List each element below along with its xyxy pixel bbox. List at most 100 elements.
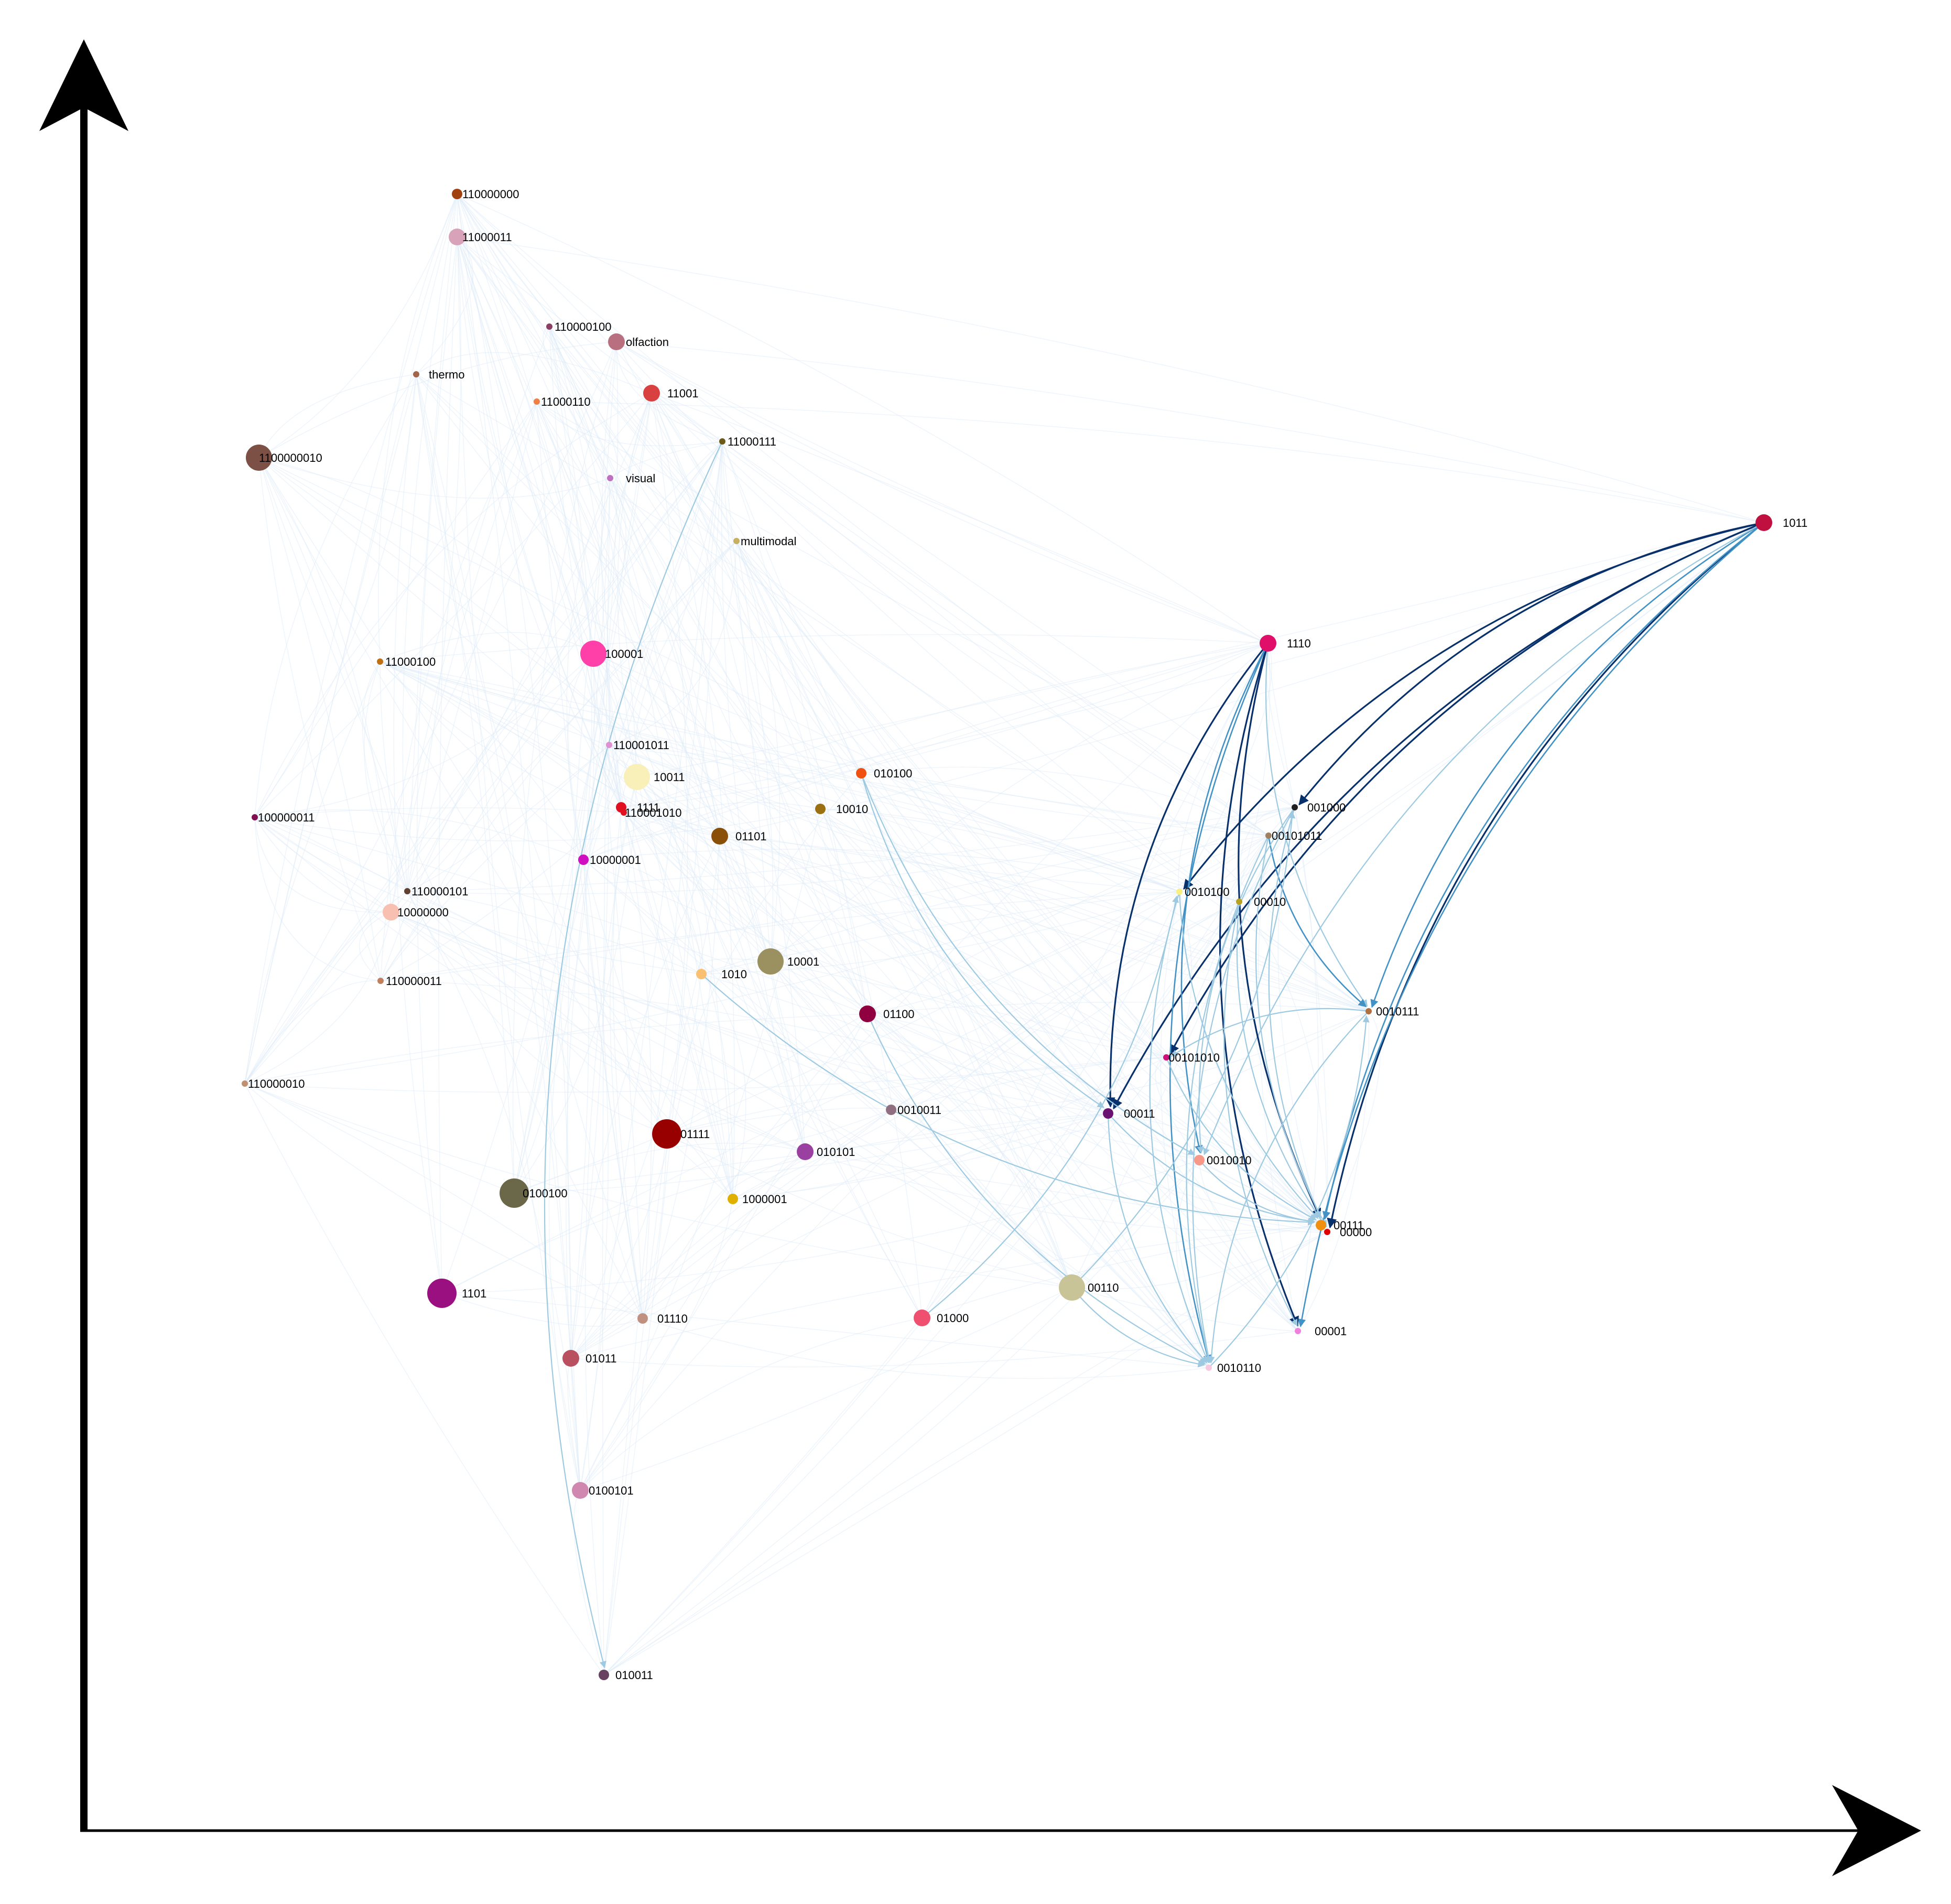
node-0010111[interactable] [1365,1008,1372,1014]
background-edge [549,326,1328,1232]
background-edge [1327,1011,1381,1232]
background-edge [378,193,458,662]
node-label-01011: 01011 [586,1352,617,1365]
background-edge [616,341,1269,836]
node-010100[interactable] [856,768,866,778]
background-edge [570,1330,1298,1368]
background-edge [407,891,733,1199]
node-10000001[interactable] [578,854,589,865]
background-edge [380,441,723,981]
background-edge [380,632,594,662]
node-0010011[interactable] [886,1105,896,1115]
node-110000010[interactable] [242,1080,248,1087]
node-01111[interactable] [652,1119,681,1149]
node-label-10010: 10010 [836,803,868,816]
node-110000011[interactable] [377,978,384,984]
node-label-00111: 00111 [1334,1219,1364,1232]
background-edge [642,1013,868,1319]
node-1101[interactable] [427,1279,457,1308]
node-olfaction[interactable] [608,333,625,350]
background-edge [549,326,637,777]
node-label-0100100: 0100100 [523,1187,568,1200]
node-01101[interactable] [711,828,728,845]
background-edge [536,401,806,1152]
node-01011[interactable] [562,1350,579,1367]
edges [544,441,1764,1669]
background-edge [391,912,1072,1288]
node-11000111[interactable] [719,438,725,445]
node-1000001[interactable] [728,1194,738,1204]
node-label-010011: 010011 [615,1669,653,1682]
background-edge [861,773,1321,1226]
node-01000[interactable] [914,1310,930,1326]
node-0100100[interactable] [500,1178,529,1208]
background-edge [736,540,1072,1288]
node-10001[interactable] [757,948,784,975]
node-01100[interactable] [859,1005,876,1022]
node-00010[interactable] [1236,899,1242,905]
background-edge [416,374,821,809]
background-edge [583,802,821,860]
node-labels: 110000000 11000011 110000100 olfaction therm… [248,188,1807,1682]
node-0010010[interactable] [1194,1155,1205,1165]
node-11000100[interactable] [377,658,383,665]
node-visual[interactable] [607,475,613,481]
node-11001[interactable] [643,385,660,402]
node-01110[interactable] [637,1313,648,1324]
node-100001[interactable] [580,641,606,667]
background-edge [244,1083,515,1194]
node-110000100[interactable] [546,323,552,330]
node-10011[interactable] [624,764,650,790]
background-edge [861,773,1298,1332]
background-edge [621,522,1764,808]
background-edge [580,1151,806,1491]
background-edge [636,776,703,975]
node-110001011[interactable] [606,742,612,748]
background-edge [805,1151,1321,1231]
background-edge [609,744,1180,892]
node-0010100[interactable] [1176,889,1183,895]
node-0100101[interactable] [572,1482,589,1499]
node-thermo[interactable] [413,371,419,377]
node-110001010[interactable] [621,809,627,816]
node-00111[interactable] [1316,1220,1326,1230]
background-edge [609,540,737,745]
node-010011[interactable] [599,1670,609,1680]
node-multimodal[interactable] [733,538,740,544]
node-00101011[interactable] [1265,832,1272,839]
background-edge [867,1013,1298,1332]
background-edge [651,393,1369,1012]
node-110000101[interactable] [404,888,410,894]
node-00001[interactable] [1295,1328,1301,1334]
node-010101[interactable] [797,1143,814,1160]
node-00101010[interactable] [1163,1054,1169,1061]
background-edge [254,807,624,818]
background-edge [536,401,1369,1012]
background-edge [457,236,1764,523]
node-00011[interactable] [1103,1108,1113,1119]
node-100000011[interactable] [252,814,258,820]
background-edge [258,457,667,1134]
node-1100000010[interactable] [246,445,272,471]
background-edge [1294,807,1328,1232]
background-edge [636,522,1764,777]
node-1110[interactable] [1260,635,1276,652]
node-00000[interactable] [1324,1229,1330,1235]
background-edge [548,859,584,1491]
node-11000110[interactable] [534,398,540,405]
node-label-1010: 1010 [721,968,747,981]
background-edge [407,891,1328,1232]
node-110000000[interactable] [452,189,462,199]
node-11000011[interactable] [449,229,465,245]
node-label-0010110: 0010110 [1217,1361,1261,1375]
background-edge [391,401,537,913]
node-1010[interactable] [696,969,707,979]
node-0010110[interactable] [1206,1365,1212,1371]
node-10000000[interactable] [383,904,399,921]
node-1011[interactable] [1755,514,1772,531]
node-10010[interactable] [815,804,826,814]
node-label-00000: 00000 [1340,1226,1372,1239]
node-001000[interactable] [1292,804,1298,810]
node-00110[interactable] [1059,1274,1085,1301]
node-label-10011: 10011 [654,771,685,784]
